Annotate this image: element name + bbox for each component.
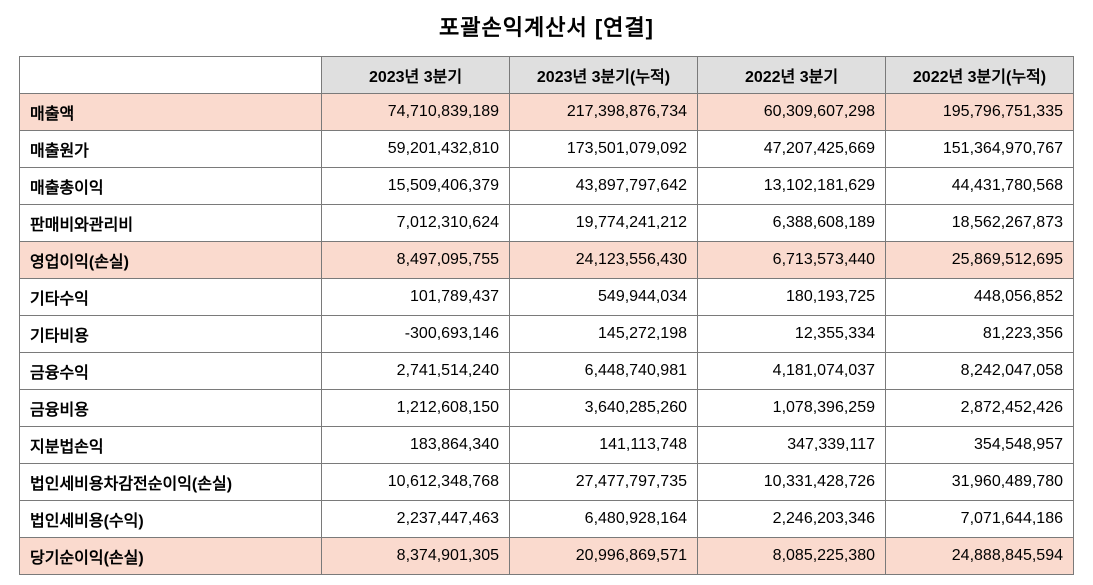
cell-value: 19,774,241,212 <box>510 205 698 242</box>
cell-value: 6,480,928,164 <box>510 501 698 538</box>
row-label: 매출액 <box>20 94 322 131</box>
cell-value: 8,085,225,380 <box>698 538 886 575</box>
row-label: 금융비용 <box>20 390 322 427</box>
cell-value: 15,509,406,379 <box>322 168 510 205</box>
cell-value: 3,640,285,260 <box>510 390 698 427</box>
cell-value: 8,374,901,305 <box>322 538 510 575</box>
cell-value: -300,693,146 <box>322 316 510 353</box>
cell-value: 27,477,797,735 <box>510 464 698 501</box>
page-title: 포괄손익계산서 [연결] <box>10 10 1083 42</box>
row-label: 매출원가 <box>20 131 322 168</box>
row-label: 기타비용 <box>20 316 322 353</box>
table-row: 매출총이익15,509,406,37943,897,797,64213,102,… <box>20 168 1074 205</box>
cell-value: 24,123,556,430 <box>510 242 698 279</box>
cell-value: 448,056,852 <box>886 279 1074 316</box>
table-row: 기타수익101,789,437549,944,034180,193,725448… <box>20 279 1074 316</box>
cell-value: 151,364,970,767 <box>886 131 1074 168</box>
cell-value: 20,996,869,571 <box>510 538 698 575</box>
table-row: 판매비와관리비7,012,310,62419,774,241,2126,388,… <box>20 205 1074 242</box>
cell-value: 549,944,034 <box>510 279 698 316</box>
cell-value: 1,212,608,150 <box>322 390 510 427</box>
table-row: 금융비용1,212,608,1503,640,285,2601,078,396,… <box>20 390 1074 427</box>
cell-value: 141,113,748 <box>510 427 698 464</box>
cell-value: 60,309,607,298 <box>698 94 886 131</box>
income-statement-table: 2023년 3분기 2023년 3분기(누적) 2022년 3분기 2022년 … <box>19 56 1074 575</box>
cell-value: 13,102,181,629 <box>698 168 886 205</box>
cell-value: 10,331,428,726 <box>698 464 886 501</box>
cell-value: 8,497,095,755 <box>322 242 510 279</box>
cell-value: 25,869,512,695 <box>886 242 1074 279</box>
col-header-q3-2022-cum: 2022년 3분기(누적) <box>886 57 1074 94</box>
cell-value: 4,181,074,037 <box>698 353 886 390</box>
cell-value: 145,272,198 <box>510 316 698 353</box>
cell-value: 7,071,644,186 <box>886 501 1074 538</box>
cell-value: 59,201,432,810 <box>322 131 510 168</box>
cell-value: 183,864,340 <box>322 427 510 464</box>
cell-value: 2,246,203,346 <box>698 501 886 538</box>
table-row: 영업이익(손실)8,497,095,75524,123,556,4306,713… <box>20 242 1074 279</box>
table-row: 법인세비용차감전순이익(손실)10,612,348,76827,477,797,… <box>20 464 1074 501</box>
row-label: 법인세비용차감전순이익(손실) <box>20 464 322 501</box>
row-label: 판매비와관리비 <box>20 205 322 242</box>
table-row: 당기순이익(손실)8,374,901,30520,996,869,5718,08… <box>20 538 1074 575</box>
table-row: 지분법손익183,864,340141,113,748347,339,11735… <box>20 427 1074 464</box>
cell-value: 7,012,310,624 <box>322 205 510 242</box>
cell-value: 18,562,267,873 <box>886 205 1074 242</box>
cell-value: 81,223,356 <box>886 316 1074 353</box>
table-row: 매출액74,710,839,189217,398,876,73460,309,6… <box>20 94 1074 131</box>
table-row: 기타비용-300,693,146145,272,19812,355,33481,… <box>20 316 1074 353</box>
row-label: 지분법손익 <box>20 427 322 464</box>
cell-value: 74,710,839,189 <box>322 94 510 131</box>
cell-value: 6,713,573,440 <box>698 242 886 279</box>
cell-value: 47,207,425,669 <box>698 131 886 168</box>
row-label: 금융수익 <box>20 353 322 390</box>
row-label: 매출총이익 <box>20 168 322 205</box>
cell-value: 2,741,514,240 <box>322 353 510 390</box>
row-label: 영업이익(손실) <box>20 242 322 279</box>
cell-value: 195,796,751,335 <box>886 94 1074 131</box>
cell-value: 173,501,079,092 <box>510 131 698 168</box>
row-label: 기타수익 <box>20 279 322 316</box>
cell-value: 180,193,725 <box>698 279 886 316</box>
cell-value: 24,888,845,594 <box>886 538 1074 575</box>
cell-value: 10,612,348,768 <box>322 464 510 501</box>
table-header-row: 2023년 3분기 2023년 3분기(누적) 2022년 3분기 2022년 … <box>20 57 1074 94</box>
cell-value: 6,388,608,189 <box>698 205 886 242</box>
cell-value: 347,339,117 <box>698 427 886 464</box>
col-header-q3-2022: 2022년 3분기 <box>698 57 886 94</box>
cell-value: 8,242,047,058 <box>886 353 1074 390</box>
table-row: 법인세비용(수익)2,237,447,4636,480,928,1642,246… <box>20 501 1074 538</box>
cell-value: 2,237,447,463 <box>322 501 510 538</box>
cell-value: 1,078,396,259 <box>698 390 886 427</box>
table-row: 금융수익2,741,514,2406,448,740,9814,181,074,… <box>20 353 1074 390</box>
row-label: 당기순이익(손실) <box>20 538 322 575</box>
row-label: 법인세비용(수익) <box>20 501 322 538</box>
cell-value: 101,789,437 <box>322 279 510 316</box>
table-body: 매출액74,710,839,189217,398,876,73460,309,6… <box>20 94 1074 575</box>
cell-value: 6,448,740,981 <box>510 353 698 390</box>
cell-value: 43,897,797,642 <box>510 168 698 205</box>
cell-value: 2,872,452,426 <box>886 390 1074 427</box>
cell-value: 44,431,780,568 <box>886 168 1074 205</box>
cell-value: 217,398,876,734 <box>510 94 698 131</box>
table-row: 매출원가59,201,432,810173,501,079,09247,207,… <box>20 131 1074 168</box>
cell-value: 31,960,489,780 <box>886 464 1074 501</box>
col-header-blank <box>20 57 322 94</box>
col-header-q3-2023: 2023년 3분기 <box>322 57 510 94</box>
col-header-q3-2023-cum: 2023년 3분기(누적) <box>510 57 698 94</box>
cell-value: 12,355,334 <box>698 316 886 353</box>
cell-value: 354,548,957 <box>886 427 1074 464</box>
